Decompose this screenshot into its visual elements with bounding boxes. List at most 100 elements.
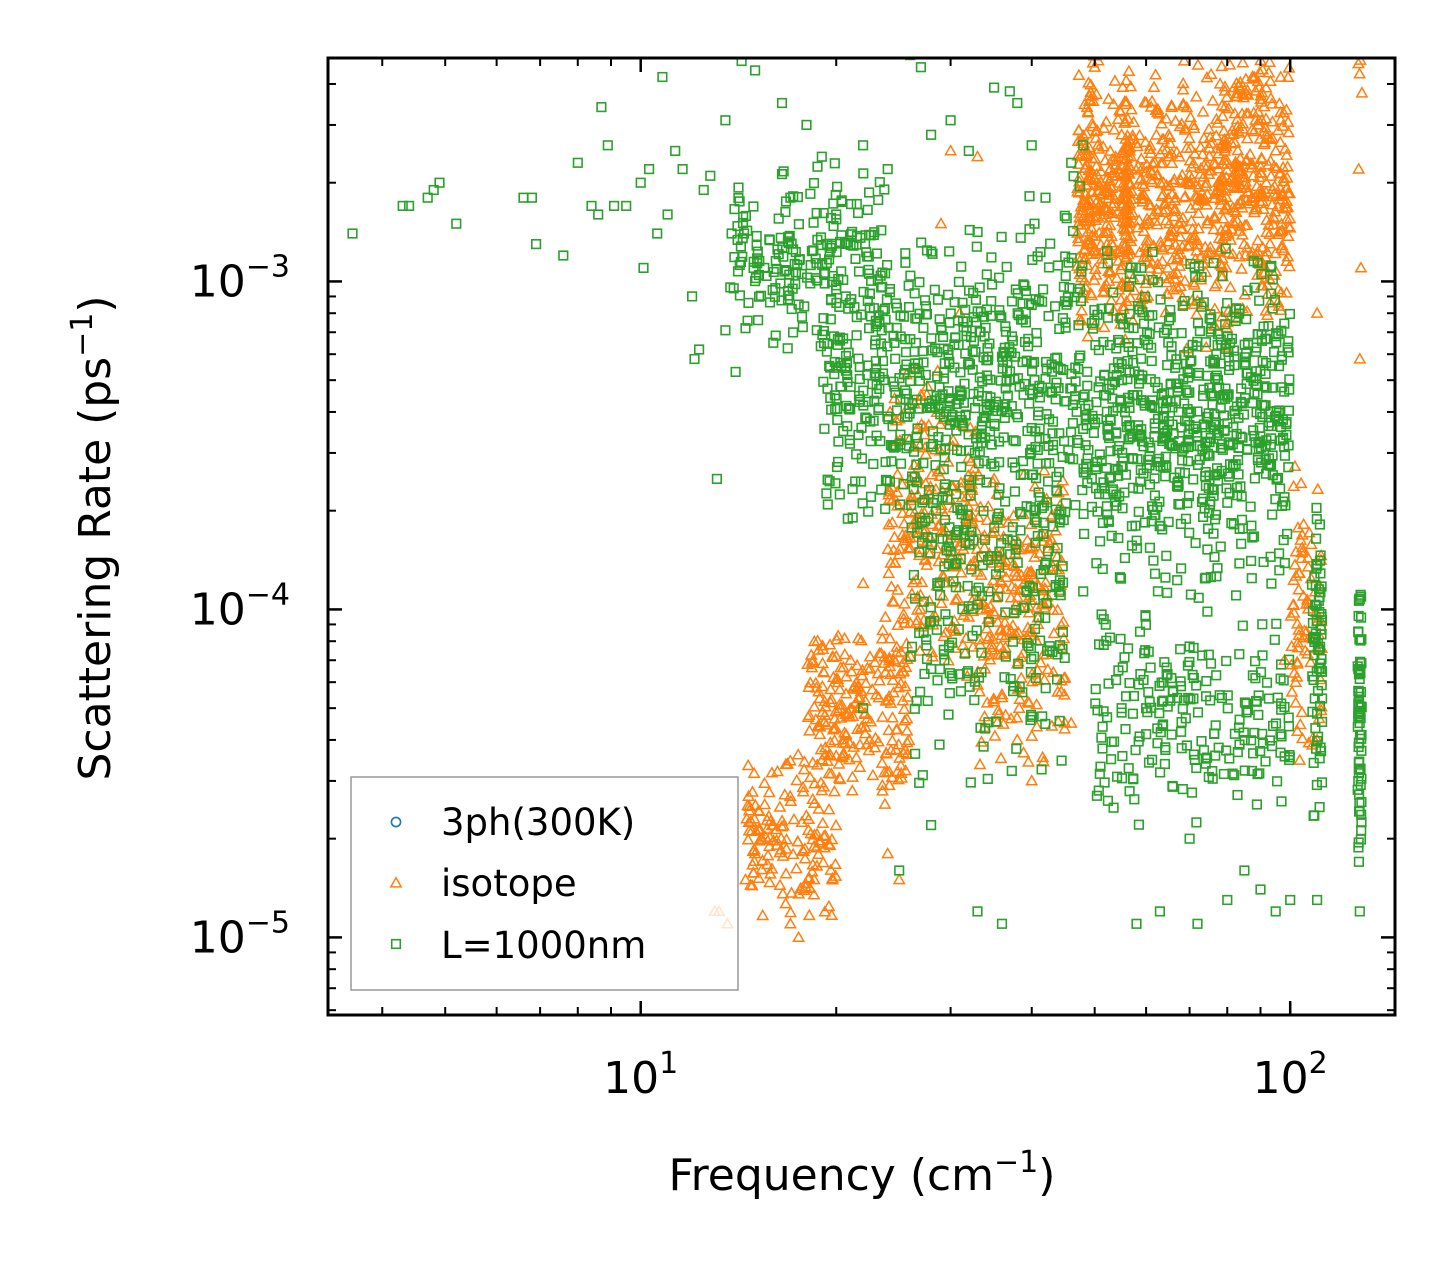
data-point (1182, 131, 1196, 144)
data-point (1033, 487, 1044, 498)
data-point (1163, 228, 1176, 240)
data-point (947, 673, 958, 684)
data-point (1059, 210, 1070, 221)
data-point (785, 886, 798, 898)
data-point (782, 294, 794, 305)
data-point (1278, 534, 1289, 546)
data-point (1055, 674, 1068, 686)
data-point (1184, 231, 1198, 243)
data-point (1176, 99, 1190, 111)
data-point (1058, 716, 1072, 728)
data-point (993, 489, 1004, 500)
data-point (783, 277, 795, 289)
data-point (888, 391, 902, 404)
data-point (1052, 260, 1063, 271)
data-point (992, 707, 1006, 719)
data-point (1215, 170, 1229, 183)
data-point (967, 630, 978, 641)
data-point (1028, 651, 1040, 662)
data-point (734, 290, 745, 301)
data-point (758, 776, 771, 789)
data-point (939, 654, 950, 666)
data-point (1080, 100, 1094, 113)
data-point (816, 816, 830, 828)
data-point (801, 272, 813, 283)
data-point (812, 234, 823, 245)
data-point (898, 679, 912, 692)
data-point (1176, 211, 1190, 223)
data-point (836, 360, 847, 372)
data-point (1026, 422, 1037, 434)
data-point (921, 245, 933, 256)
data-point (798, 852, 812, 864)
data-point (1136, 195, 1150, 207)
data-point (1019, 280, 1030, 291)
data-point (874, 316, 885, 328)
data-point (1299, 597, 1313, 609)
data-point (911, 613, 924, 626)
data-point (1031, 336, 1042, 348)
data-point (1119, 552, 1130, 564)
data-point (803, 770, 817, 783)
data-point (1109, 158, 1123, 170)
data-point (1051, 485, 1062, 496)
data-point (919, 476, 933, 489)
data-point (799, 301, 810, 312)
data-point (1010, 544, 1021, 555)
data-point (1356, 35, 1366, 44)
data-point (1046, 366, 1057, 377)
data-point (1265, 131, 1279, 143)
data-point (1290, 724, 1304, 736)
data-point (1025, 709, 1037, 720)
data-point (1144, 460, 1155, 471)
data-point (1251, 244, 1265, 256)
data-point (856, 422, 867, 433)
data-point (931, 465, 945, 477)
data-point (1292, 623, 1306, 635)
data-point (1001, 261, 1012, 273)
data-point (942, 615, 953, 626)
data-point (750, 272, 761, 284)
data-point (1036, 750, 1050, 763)
data-point (905, 334, 916, 345)
data-point (1145, 175, 1159, 187)
data-point (830, 633, 844, 645)
data-point (1148, 155, 1162, 168)
data-point (933, 417, 947, 430)
data-point (853, 738, 867, 750)
data-point (946, 637, 958, 648)
data-point (986, 252, 997, 263)
data-point (776, 887, 790, 899)
data-point (1079, 158, 1093, 170)
data-point (817, 829, 831, 841)
data-point (891, 405, 903, 416)
data-point (1266, 578, 1277, 589)
data-point (822, 802, 836, 815)
data-point (1081, 105, 1095, 117)
data-point (818, 268, 830, 280)
data-point (1174, 215, 1188, 227)
data-point (805, 865, 819, 877)
data-point (790, 247, 801, 258)
data-point (1047, 428, 1058, 439)
data-point (833, 682, 847, 695)
data-point (1289, 545, 1303, 557)
data-point (891, 302, 902, 313)
data-point (824, 362, 836, 373)
data-point (972, 510, 985, 523)
data-point (931, 519, 945, 531)
data-point (1067, 417, 1078, 429)
data-point (992, 591, 1004, 602)
data-point (968, 335, 980, 347)
data-point (885, 480, 899, 493)
data-point (1074, 181, 1085, 192)
data-point (865, 491, 877, 502)
data-point (987, 695, 1001, 707)
data-point (971, 428, 983, 440)
data-point (976, 647, 987, 658)
data-point (1280, 286, 1294, 298)
data-point (862, 295, 873, 307)
data-point (1139, 165, 1153, 177)
data-point (913, 542, 927, 555)
data-point (1260, 225, 1274, 237)
